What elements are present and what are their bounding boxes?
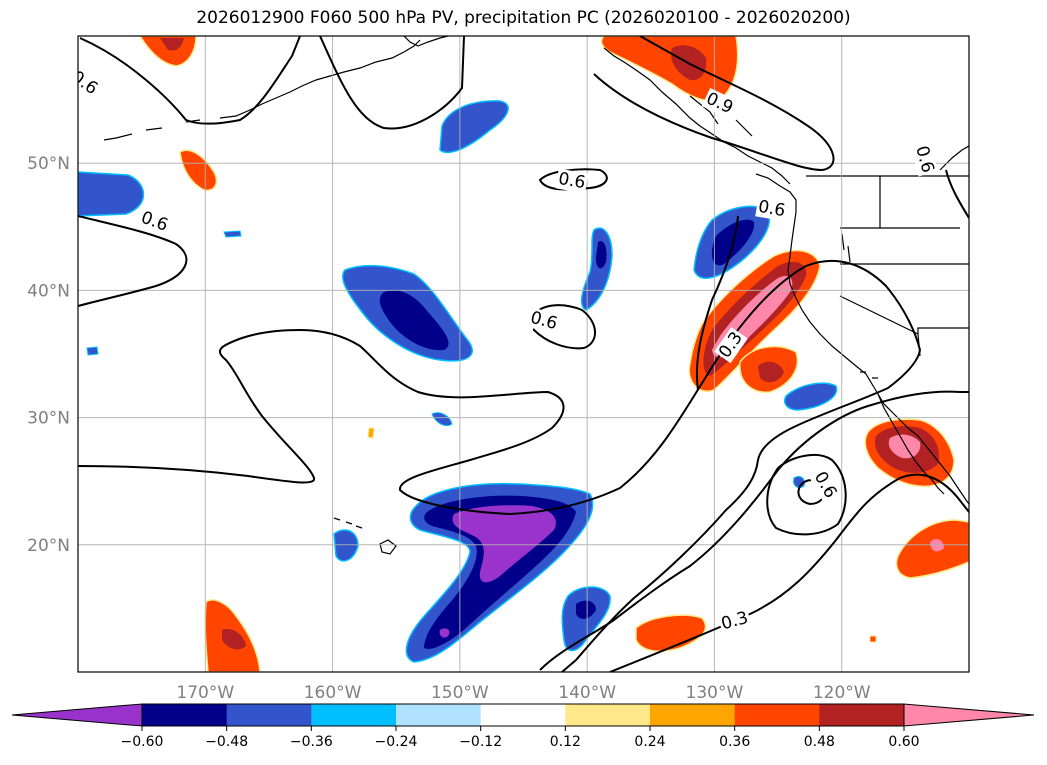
- colorbar-segment: [311, 704, 397, 726]
- colorbar-tick-label: −0.12: [459, 734, 502, 750]
- colorbar-outline: [141, 703, 905, 727]
- colorbar-tick-label: 0.48: [804, 734, 835, 750]
- contour-label: 0.6: [557, 169, 587, 193]
- contour-label-bg: [78, 66, 103, 100]
- colorbar-tick-label: 0.12: [550, 734, 581, 750]
- map-frame: [77, 35, 970, 673]
- lat-tick-label: 30°N: [27, 409, 70, 429]
- axis-tick-labels: 170°W 160°W 150°W 140°W 130°W 120°W 50°N 40°N 30…: [27, 154, 871, 703]
- contour-label-bg: [755, 196, 789, 222]
- map-area: 0.60.60.60.60.30.60.30.90.60.6: [78, 36, 969, 672]
- lat-tick-label: 50°N: [27, 154, 70, 174]
- colorbar-tick-label: 0.60: [888, 734, 919, 750]
- precip-negative-region: [439, 100, 509, 154]
- colorbar-extend-low: [11, 703, 143, 727]
- lon-tick-label: 120°W: [813, 683, 871, 703]
- precip-positive-region: [160, 38, 184, 51]
- lon-tick-label: 130°W: [686, 683, 744, 703]
- precip-negative-region: [78, 171, 145, 217]
- colorbar-segment: [142, 704, 228, 726]
- precip-negative-region: [379, 290, 449, 351]
- precip-negative-region: [576, 600, 596, 619]
- colorbar-segment: [565, 704, 651, 726]
- precip-negative-region: [784, 382, 838, 411]
- colorbar-tick-label: −0.60: [121, 734, 164, 750]
- contour-label-bg: [809, 467, 842, 504]
- contour-label-bg: [714, 327, 748, 364]
- colorbar-tick-label: −0.48: [205, 734, 248, 750]
- colorbar-segment: [480, 704, 566, 726]
- contour-label-bg: [555, 168, 589, 194]
- colorbar-segment: [226, 704, 312, 726]
- colorbar-tick-label: 0.24: [634, 734, 665, 750]
- pv-contour-line: [609, 473, 969, 672]
- pv-contour-line: [766, 453, 847, 536]
- pv-contour-line: [79, 36, 301, 125]
- contour-label-bg: [717, 607, 752, 635]
- precip-negative-region: [439, 628, 450, 638]
- chart-title: 2026012900 F060 500 hPa PV, precipitatio…: [196, 8, 851, 28]
- colorbar-extend-high: [903, 703, 1035, 727]
- colorbar: −0.60 −0.48 −0.36 −0.24 −0.12 0.12 0.24 0.36 0.4…: [11, 703, 1035, 750]
- precip-negative-region: [86, 346, 99, 356]
- precip-positive-region: [179, 149, 218, 192]
- lon-tick-label: 140°W: [558, 683, 616, 703]
- pv-contour-line: [593, 36, 835, 172]
- pv-contour-line: [78, 259, 922, 672]
- precip-negative-region: [431, 412, 453, 427]
- contour-label: 0.6: [757, 197, 787, 221]
- pv-contour-line: [533, 304, 596, 350]
- colorbar-tick-label: 0.36: [719, 734, 750, 750]
- precip-positive-region: [869, 635, 877, 643]
- colorbar-segment: [734, 704, 820, 726]
- colorbar-segment: [819, 704, 905, 726]
- colorbar-segment: [396, 704, 482, 726]
- map-gridlines: [78, 36, 969, 672]
- coastlines: [103, 36, 969, 555]
- precip-negative-region: [223, 230, 242, 238]
- precip-positive-region: [888, 434, 921, 459]
- lat-tick-label: 40°N: [27, 281, 70, 301]
- pv-contour-line: [695, 215, 739, 391]
- precip-negative-region: [333, 529, 359, 562]
- lon-tick-label: 160°W: [304, 683, 362, 703]
- colorbar-tick-label: −0.36: [290, 734, 333, 750]
- contour-label-bg: [910, 142, 938, 177]
- pv-contour-line: [319, 36, 465, 130]
- lat-tick-label: 20°N: [27, 536, 70, 556]
- precip-positive-region: [367, 427, 375, 439]
- pv-contour-line: [945, 169, 969, 219]
- pv-contour-line: [78, 215, 188, 307]
- precip-negative-region: [561, 586, 611, 652]
- precip-positive-region: [222, 628, 246, 650]
- precip-negative-region: [452, 505, 556, 583]
- precip-positive-region: [758, 361, 784, 383]
- colorbar-tick-label: −0.24: [375, 734, 418, 750]
- lon-tick-label: 150°W: [431, 683, 489, 703]
- lon-tick-label: 170°W: [176, 683, 234, 703]
- contour-label-bg: [136, 207, 172, 237]
- contour-label-bg: [701, 88, 738, 119]
- colorbar-segment: [650, 704, 736, 726]
- contour-label-bg: [526, 307, 561, 335]
- precip-negative-region: [596, 241, 607, 269]
- pv-contour-line: [539, 390, 969, 671]
